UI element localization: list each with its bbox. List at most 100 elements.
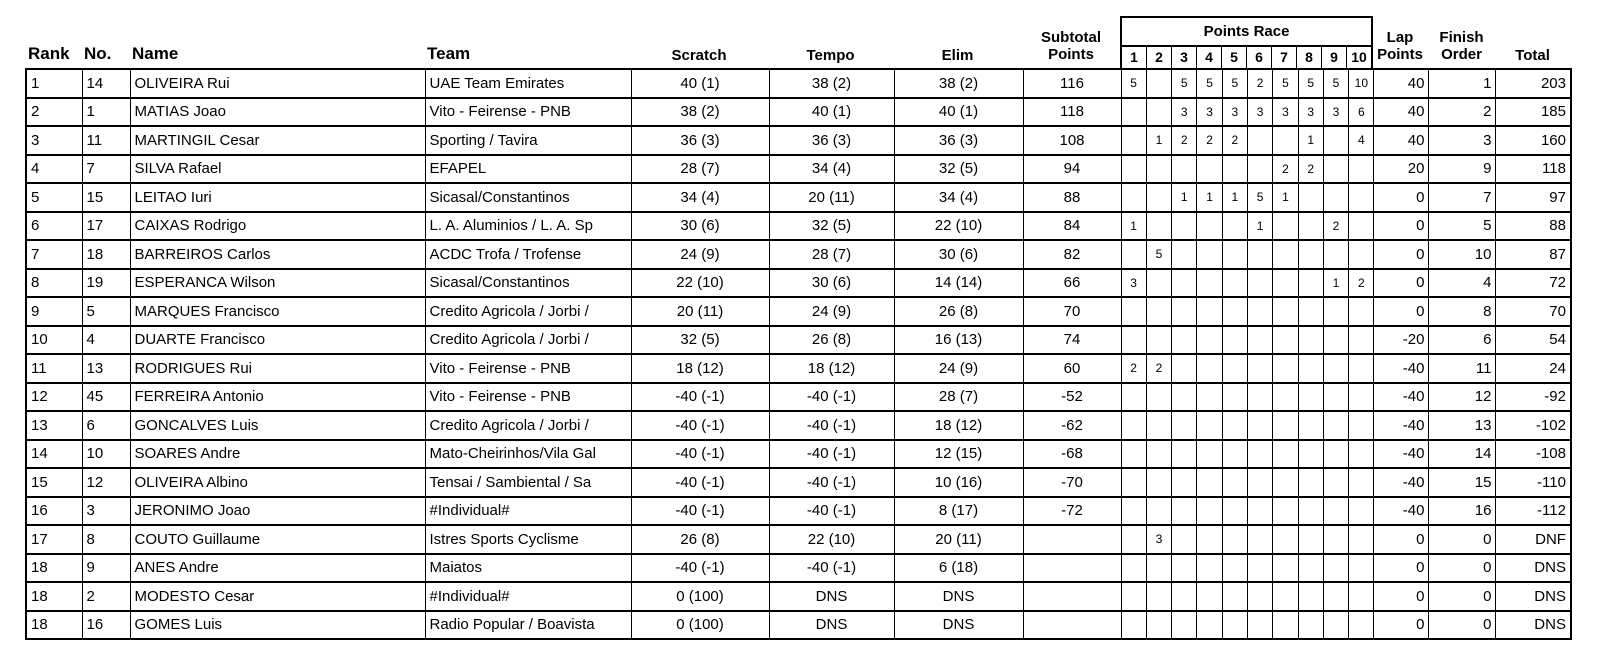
lap-points-cell: -40 (1373, 381, 1430, 412)
lap-points-header: Lap Points (1377, 29, 1423, 63)
rider-name-cell: GONCALVES Luis (129, 410, 426, 441)
sprint-points-cell (1221, 267, 1248, 298)
sprint-points-cell: 5 (1246, 182, 1274, 213)
sprint-points-cell: 1 (1221, 182, 1248, 213)
sprint-points-cell (1272, 410, 1299, 441)
sprint-points-cell (1297, 353, 1324, 384)
tempo-cell: -40 (-1) (768, 381, 895, 412)
lap-points-cell: 20 (1373, 153, 1430, 184)
lap-points-cell: -40 (1373, 467, 1430, 498)
sprint-points-cell (1221, 324, 1248, 355)
rider-name-cell: ESPERANCA Wilson (129, 267, 426, 298)
sprint-points-cell (1171, 609, 1198, 640)
table-row: 18 9 ANES Andre Maiatos -40 (-1) -40 (-1) 6 (1… (25, 552, 1572, 583)
tempo-cell: 34 (4) (768, 153, 895, 184)
rider-name-cell: OLIVEIRA Albino (129, 467, 426, 498)
rider-name-cell: CAIXAS Rodrigo (129, 210, 426, 241)
total-cell: -102 (1495, 410, 1572, 441)
sprint-points-cell (1120, 495, 1147, 526)
elim-cell: 26 (8) (893, 296, 1024, 327)
lap-points-cell: 0 (1373, 267, 1430, 298)
sprint-points-cell: 2 (1221, 125, 1248, 156)
scratch-cell: -40 (-1) (630, 438, 770, 469)
sprint-points-cell (1348, 609, 1375, 640)
sprint-points-cell (1322, 609, 1350, 640)
finish-order-cell: 5 (1428, 210, 1497, 241)
sprint-points-cell (1246, 609, 1274, 640)
lap-points-cell: 40 (1373, 96, 1430, 127)
sprint-points-cell (1221, 153, 1248, 184)
subtotal-cell (1022, 581, 1122, 612)
rider-name-cell: SILVA Rafael (129, 153, 426, 184)
sprint-points-cell (1196, 324, 1223, 355)
sprint-points-cell (1196, 210, 1223, 241)
tempo-cell: -40 (-1) (768, 410, 895, 441)
sprint-points-cell (1246, 381, 1274, 412)
subtotal-cell: 94 (1022, 153, 1122, 184)
tempo-cell: 36 (3) (768, 125, 895, 156)
tempo-cell: 26 (8) (768, 324, 895, 355)
finish-order-cell: 14 (1428, 438, 1497, 469)
finish-order-cell: 15 (1428, 467, 1497, 498)
sprint-points-cell (1145, 609, 1173, 640)
tempo-cell: 38 (2) (768, 68, 895, 99)
rank-cell: 18 (25, 609, 83, 640)
sprint-points-cell (1120, 381, 1147, 412)
sprint-points-cell (1246, 296, 1274, 327)
rider-number-cell: 16 (81, 609, 131, 640)
scratch-cell: 30 (6) (630, 210, 770, 241)
elim-cell: 40 (1) (893, 96, 1024, 127)
rider-name-cell: MARTINGIL Cesar (129, 125, 426, 156)
points-race-header-box: Points Race (1120, 16, 1373, 45)
table-row: 7 18 BARREIROS Carlos ACDC Trofa / Trofense… (25, 239, 1572, 270)
lap-points-cell: -40 (1373, 438, 1430, 469)
sprint-points-cell (1171, 524, 1198, 555)
sprint-points-cell (1272, 267, 1299, 298)
sprint-points-cell (1322, 495, 1350, 526)
subtotal-points-header: Subtotal Points (1041, 29, 1101, 63)
rank-cell: 6 (25, 210, 83, 241)
sprint-points-cell (1322, 381, 1350, 412)
sprint-points-cell: 4 (1348, 125, 1375, 156)
rider-name-cell: MODESTO Cesar (129, 581, 426, 612)
finish-order-cell: 0 (1428, 552, 1497, 583)
team-header: Team (427, 44, 471, 63)
total-cell: 118 (1495, 153, 1572, 184)
team-cell: UAE Team Emirates (424, 68, 632, 99)
sprint-points-cell (1171, 381, 1198, 412)
tempo-cell: 20 (11) (768, 182, 895, 213)
sprint-points-cell (1196, 467, 1223, 498)
sprint-points-cell (1348, 296, 1375, 327)
sprint-points-cell (1297, 296, 1324, 327)
subtotal-cell (1022, 552, 1122, 583)
sprint-points-cell (1246, 353, 1274, 384)
rank-cell: 18 (25, 552, 83, 583)
rider-name-cell: COUTO Guillaume (129, 524, 426, 555)
sprint-number-header: 6 (1247, 45, 1272, 68)
rank-cell: 12 (25, 381, 83, 412)
subtotal-cell: -52 (1022, 381, 1122, 412)
elim-cell: DNS (893, 581, 1024, 612)
finish-order-header: Finish Order (1439, 29, 1484, 63)
sprint-points-cell (1145, 581, 1173, 612)
lap-points-cell: 0 (1373, 552, 1430, 583)
total-cell: 88 (1495, 210, 1572, 241)
sprint-points-cell: 5 (1322, 68, 1350, 99)
tempo-cell: 32 (5) (768, 210, 895, 241)
rider-number-cell: 12 (81, 467, 131, 498)
total-cell: 72 (1495, 267, 1572, 298)
sprint-points-cell (1145, 68, 1173, 99)
sprint-points-cell (1297, 210, 1324, 241)
total-cell: -108 (1495, 438, 1572, 469)
total-cell: 54 (1495, 324, 1572, 355)
sprint-points-cell (1120, 581, 1147, 612)
rider-number-cell: 7 (81, 153, 131, 184)
sprint-points-cell: 1 (1145, 125, 1173, 156)
sprint-points-cell (1221, 210, 1248, 241)
finish-order-cell: 7 (1428, 182, 1497, 213)
subtotal-cell: 88 (1022, 182, 1122, 213)
lap-points-cell: 0 (1373, 210, 1430, 241)
subtotal-cell: 70 (1022, 296, 1122, 327)
table-row: 1 14 OLIVEIRA Rui UAE Team Emirates 40 (1) 38… (25, 68, 1572, 99)
sprint-points-cell (1272, 581, 1299, 612)
